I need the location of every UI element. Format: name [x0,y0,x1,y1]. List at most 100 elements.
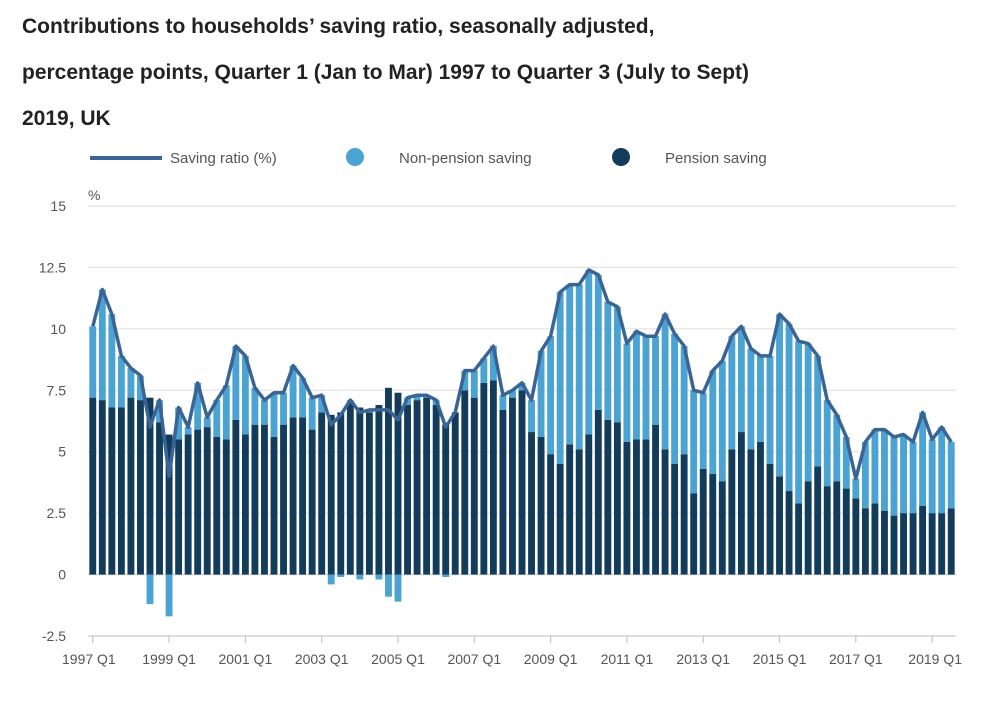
pension-bar [489,380,497,575]
pension-bar [375,405,383,575]
pension-bar [604,419,612,575]
pension-bar [814,466,822,575]
non-pension-bar [251,387,259,425]
non-pension-bar [480,358,488,383]
non-pension-bar [680,346,688,455]
non-pension-bar [308,397,316,430]
pension-bar [346,402,354,575]
non-pension-bar [385,574,392,597]
x-tick-label: 2019 Q1 [908,651,962,667]
non-pension-bar [861,441,869,509]
bars [89,269,955,617]
pension-bar [747,449,755,575]
non-pension-bar [795,341,803,504]
pension-bar [947,508,955,575]
non-pension-bar [699,392,707,469]
non-pension-bar [728,336,736,450]
axes: 15 12.5 10 7.5 5 2.5 0 -2.5 1997 Q1 1999 Q1 2001 Q… [39,198,962,667]
pension-bar [718,481,726,575]
pension-bar [804,481,812,575]
y-tick-label: 12.5 [39,259,66,275]
non-pension-bar [947,441,955,509]
pension-bar [356,407,364,575]
y-tick-label: 0 [58,567,66,583]
x-tick-label: 2005 Q1 [371,651,425,667]
pension-bar [327,414,335,575]
pension-bar [385,387,392,575]
non-pension-bar [327,574,335,585]
pension-bar [232,419,240,575]
non-pension-bar [413,395,421,401]
non-pension-bar [518,382,526,391]
pension-bar [451,412,459,575]
y-tick-label: -2.5 [42,628,66,644]
non-pension-bar [232,346,240,420]
non-pension-bar [642,336,650,440]
pension-bar [432,405,440,575]
pension-bar [909,513,917,575]
pension-bar [194,429,202,575]
non-pension-bar [852,478,860,499]
pension-bar [861,508,869,575]
legend: Saving ratio (%) Non-pension saving Pens… [90,148,767,167]
non-pension-bar [776,314,783,477]
non-pension-bar [718,360,726,482]
pension-bar [699,468,707,575]
saving-ratio-line [91,268,953,481]
pension-bar [423,397,431,575]
non-pension-bar [785,323,793,492]
non-pension-bar [203,417,211,428]
pension-bar [365,412,373,575]
non-pension-bar [356,574,364,580]
pension-bar [165,434,173,575]
pension-bar [394,392,402,575]
non-pension-bar [165,574,173,617]
non-pension-bar [222,385,230,440]
y-tick-label: 10 [50,321,66,337]
pension-bar [528,432,535,575]
non-pension-bar [127,368,135,398]
non-pension-bar [814,355,822,467]
non-pension-bar [690,390,698,494]
legend-pension-label: Pension saving [665,150,767,167]
y-tick-label: 5 [58,444,66,460]
pension-bar [881,510,888,575]
non-pension-bar [461,370,469,391]
non-pension-bar [661,314,669,450]
non-pension-bar [575,284,583,450]
non-pension-bar [613,306,621,423]
pension-bar [98,400,106,575]
pension-bar [938,513,946,575]
pension-bar [470,397,478,575]
non-pension-bar [98,289,106,401]
pension-bar [671,464,679,575]
pension-bar [213,436,221,575]
non-pension-bar [261,400,268,425]
chart-title-line-2: percentage points, Quarter 1 (Jan to Mar… [22,61,750,84]
pension-bar [852,498,860,575]
non-pension-bar [833,414,841,482]
pension-bar [757,441,764,575]
y-tick-label: 15 [50,198,66,214]
chart-title: Contributions to households’ saving rati… [22,4,982,142]
pension-bar [623,441,631,575]
non-pension-bar [146,574,154,605]
non-pension-bar [137,375,144,401]
pension-bar [833,481,841,575]
non-pension-bar [117,355,125,408]
non-pension-bar [823,400,831,487]
non-pension-bar [280,392,287,425]
pension-bar [184,434,192,575]
legend-non-pension-swatch [346,148,364,166]
pension-bar [518,390,526,575]
legend-non-pension-label: Non-pension saving [399,150,532,167]
pension-bar [146,397,154,575]
non-pension-bar [757,355,764,442]
pension-bar [680,454,688,575]
x-tick-label: 2017 Q1 [829,651,883,667]
non-pension-bar [175,407,183,440]
non-pension-bar [194,382,202,430]
non-pension-bar [585,269,593,435]
legend-saving-ratio-label: Saving ratio (%) [170,150,277,167]
pension-bar [728,449,736,575]
